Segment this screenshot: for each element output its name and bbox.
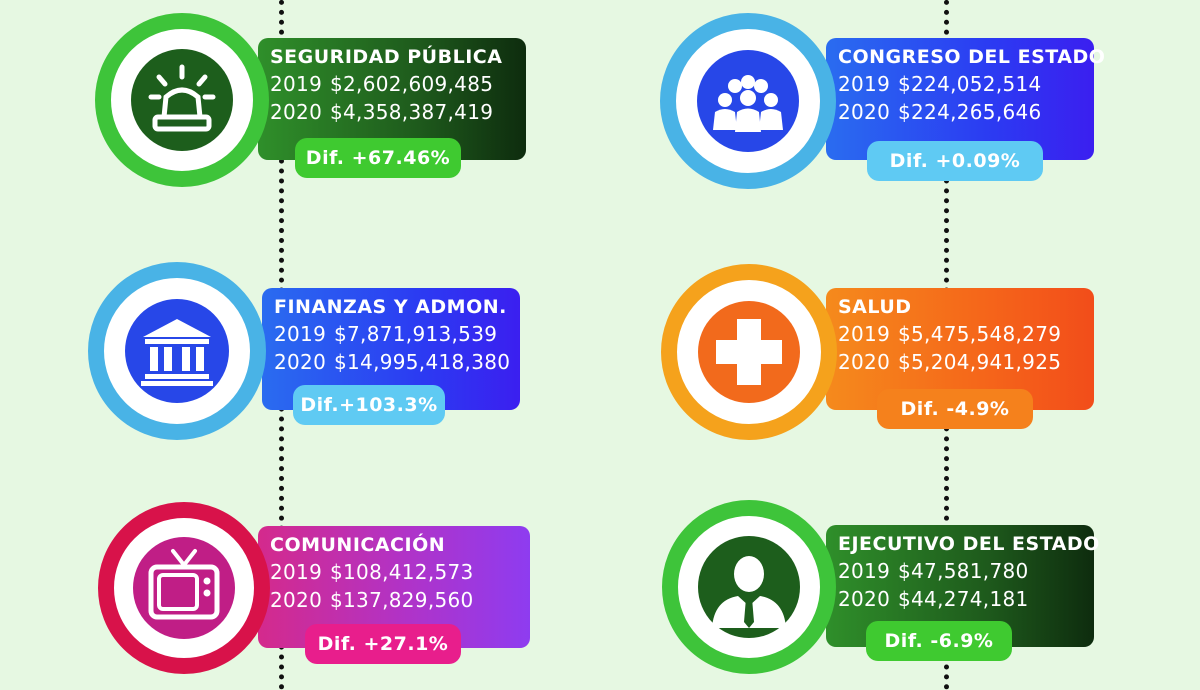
row-2020: 2020 $14,995,418,380 [274,350,520,374]
year-value: $5,475,548,279 [898,322,1062,346]
row-2019: 2019 $108,412,573 [270,560,530,584]
card-title: SALUD [838,296,912,318]
card-title: COMUNICACIÓN [270,534,446,556]
row-2020: 2020 $224,265,646 [838,100,1094,124]
card-title: FINANZAS Y ADMON. [274,296,507,318]
year-label: 2019 [838,322,891,346]
row-2019: 2019 $224,052,514 [838,72,1094,96]
row-2019: 2019 $47,581,780 [838,559,1094,583]
bank-building-icon [125,299,229,403]
year-label: 2020 [838,100,891,124]
year-label: 2019 [838,559,891,583]
row-2020: 2020 $4,358,387,419 [270,100,526,124]
year-label: 2020 [838,350,891,374]
tv-icon [133,537,235,639]
card-title: SEGURIDAD PÚBLICA [270,46,503,68]
icon-ring [662,500,836,674]
icon-ring [98,502,270,674]
card-panel: CONGRESO DEL ESTADO 2019 $224,052,514 202… [826,38,1106,160]
diff-badge: Dif. +27.1% [305,624,461,664]
year-label: 2020 [270,588,323,612]
siren-icon [131,49,233,151]
icon-ring [660,13,836,189]
diff-badge: Dif. -4.9% [877,389,1033,429]
year-label: 2019 [838,72,891,96]
year-value: $224,265,646 [898,100,1042,124]
icon-ring [88,262,266,440]
year-label: 2019 [270,72,323,96]
year-value: $44,274,181 [898,587,1029,611]
year-value: $2,602,609,485 [330,72,494,96]
card-title: CONGRESO DEL ESTADO [838,46,1106,68]
group-people-icon [697,50,799,152]
card-title: EJECUTIVO DEL ESTADO [838,533,1100,555]
year-value: $137,829,560 [330,588,474,612]
icon-ring [661,264,837,440]
row-2020: 2020 $5,204,941,925 [838,350,1094,374]
businessman-icon [698,536,800,638]
year-label: 2020 [838,587,891,611]
year-value: $108,412,573 [330,560,474,584]
year-label: 2020 [270,100,323,124]
year-value: $47,581,780 [898,559,1029,583]
year-label: 2019 [274,322,327,346]
diff-badge: Dif. -6.9% [866,621,1012,661]
year-value: $224,052,514 [898,72,1042,96]
row-2019: 2019 $5,475,548,279 [838,322,1094,346]
diff-badge: Dif.+103.3% [293,385,445,425]
row-2019: 2019 $7,871,913,539 [274,322,520,346]
year-value: $7,871,913,539 [334,322,498,346]
year-value: $4,358,387,419 [330,100,494,124]
diff-badge: Dif. +67.46% [295,138,461,178]
row-2020: 2020 $44,274,181 [838,587,1094,611]
year-value: $14,995,418,380 [334,350,511,374]
row-2020: 2020 $137,829,560 [270,588,530,612]
card-panel: SALUD 2019 $5,475,548,279 2020 $5,204,941,… [826,288,1094,410]
diff-badge: Dif. +0.09% [867,141,1043,181]
medical-cross-icon [698,301,800,403]
year-value: $5,204,941,925 [898,350,1062,374]
year-label: 2019 [270,560,323,584]
year-label: 2020 [274,350,327,374]
icon-ring [95,13,269,187]
row-2019: 2019 $2,602,609,485 [270,72,526,96]
